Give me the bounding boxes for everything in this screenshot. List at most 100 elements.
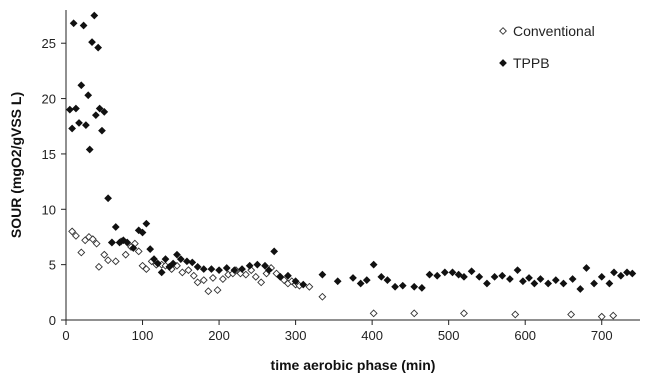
tppb-point (193, 262, 202, 271)
tppb-point (104, 194, 112, 203)
x-tick-label: 200 (208, 328, 230, 343)
tppb-point (597, 272, 606, 281)
conventional-point (204, 287, 213, 296)
tppb-point (530, 279, 539, 288)
tppb-point (590, 279, 598, 288)
y-axis-ticks: 0 5 10 15 20 25 (42, 36, 66, 328)
x-tick-label: 300 (285, 328, 307, 343)
conventional-point (142, 265, 151, 274)
legend-label: Conventional (513, 23, 595, 39)
tppb-point (88, 38, 96, 46)
x-tick-label: 400 (361, 328, 383, 343)
tppb-point (82, 121, 90, 130)
tppb-point (291, 277, 300, 286)
tppb-point (157, 268, 166, 277)
conventional-point (193, 278, 202, 287)
x-axis-title: time aerobic phase (min) (271, 357, 436, 373)
conventional-point (213, 286, 222, 295)
y-tick-label: 0 (49, 313, 56, 328)
tppb-point (475, 272, 484, 281)
tppb-point (65, 105, 74, 114)
x-tick-label: 500 (438, 328, 460, 343)
tppb-point (146, 245, 155, 254)
tppb-point (391, 282, 399, 291)
tppb-point (483, 279, 491, 288)
tppb-point (623, 268, 631, 277)
conventional-point (410, 309, 419, 318)
tppb-point (85, 145, 94, 154)
tppb-point (75, 119, 83, 127)
tppb-point (299, 280, 308, 289)
tppb-point (544, 279, 553, 288)
conventional-point (68, 227, 77, 236)
conventional-point (199, 276, 208, 285)
tppb-point (199, 265, 208, 273)
tppb-point (215, 266, 223, 275)
tppb-point (173, 250, 181, 259)
conventional-point (609, 311, 618, 320)
tppb-point (576, 285, 585, 293)
tppb-point (72, 104, 80, 113)
y-tick-label: 15 (42, 147, 56, 162)
legend-marker (499, 27, 507, 35)
tppb-point (318, 270, 327, 279)
tppb-point (605, 279, 614, 288)
x-tick-label: 600 (514, 328, 536, 343)
tppb-point (69, 19, 78, 28)
tppb-point (333, 277, 342, 286)
tppb-point (349, 274, 357, 282)
tppb-point (276, 272, 285, 281)
y-tick-label: 20 (42, 92, 56, 107)
tppb-point (77, 81, 86, 90)
x-tick-label: 700 (591, 328, 613, 343)
tppb-point (90, 11, 99, 20)
x-tick-label: 0 (62, 328, 69, 343)
conventional-point (104, 256, 113, 265)
tppb-point (454, 270, 463, 279)
tppb-point (551, 276, 560, 285)
conventional-point (94, 262, 103, 271)
tppb-point (100, 107, 109, 116)
y-axis-title: SOUR (mgO2/gVSS L) (8, 92, 24, 238)
tppb-point (207, 265, 216, 273)
conventional-point (111, 257, 120, 266)
tppb-point (536, 275, 545, 283)
tppb-point (84, 91, 93, 100)
tppb-point (448, 268, 457, 277)
tppb-point (362, 276, 371, 285)
conventional-point (184, 266, 193, 275)
conventional-point (460, 309, 468, 318)
tppb-point (91, 111, 100, 120)
tppb-point (138, 228, 147, 237)
tppb-point (261, 261, 269, 270)
tppb-point (79, 21, 88, 30)
tppb-point (356, 279, 365, 288)
tppb-point (183, 257, 191, 266)
tppb-point (568, 275, 577, 283)
tppb-point (398, 281, 407, 290)
conventional-point (209, 273, 217, 282)
tppb-point (582, 264, 591, 272)
y-tick-label: 25 (42, 36, 56, 51)
legend: Conventional TPPB (499, 23, 595, 71)
tppb-point (610, 268, 618, 277)
tppb-point (628, 269, 637, 278)
conventional-point (241, 270, 250, 279)
tppb-point (460, 272, 468, 281)
tppb-point (377, 272, 386, 281)
x-axis-ticks: 0 100 200 300 400 500 600 700 (62, 320, 613, 343)
tppb-point (513, 266, 522, 275)
tppb-point (222, 264, 231, 272)
tppb-point (188, 258, 197, 267)
tppb-point (383, 276, 392, 285)
tppb-point (617, 271, 625, 280)
x-tick-label: 100 (132, 328, 154, 343)
tppb-point (270, 247, 279, 256)
data-points (65, 11, 637, 321)
tppb-point (142, 219, 151, 228)
tppb-point (425, 270, 434, 279)
tppb-point (238, 265, 246, 273)
tppb-point (284, 271, 292, 280)
tppb-point (68, 124, 76, 133)
y-tick-label: 10 (42, 202, 56, 217)
